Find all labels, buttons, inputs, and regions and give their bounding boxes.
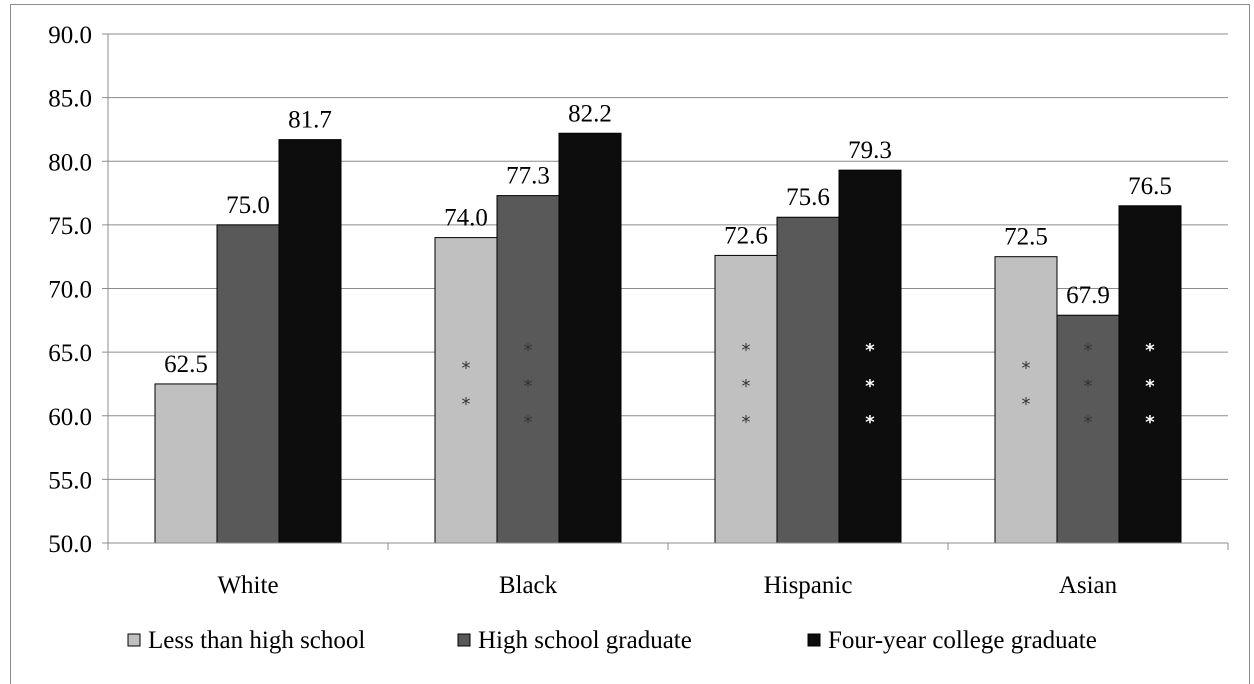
significance-star: * [1084, 412, 1093, 433]
y-tick-label: 65.0 [48, 340, 92, 367]
bar [1118, 205, 1182, 544]
significance-star: * [1084, 376, 1093, 397]
y-tick-label: 50.0 [48, 531, 92, 558]
y-tick-label: 70.0 [48, 277, 92, 304]
significance-stars: * * * * * * * * * * * * * * * * * * * [462, 340, 1156, 433]
significance-star: * [524, 340, 533, 361]
data-labels: 62.5 75.0 81.7 74.0 77.3 82.2 72.6 75.6 79.3 72.5… [164, 100, 1172, 378]
data-label: 76.5 [1128, 173, 1172, 200]
legend-swatch [457, 633, 471, 647]
significance-star: * [742, 340, 751, 361]
significance-star: * [1145, 340, 1155, 361]
significance-star: * [865, 340, 875, 361]
bar [558, 132, 622, 544]
x-category-label: Asian [1059, 572, 1118, 599]
significance-star: * [1145, 376, 1155, 397]
significance-star: * [1084, 340, 1093, 361]
legend-swatch [807, 633, 821, 647]
significance-star: * [462, 358, 471, 379]
data-label: 79.3 [848, 137, 892, 164]
y-tick-label: 80.0 [48, 149, 92, 176]
legend: Less than high school High school graduat… [127, 627, 1097, 654]
y-tick-label: 85.0 [48, 86, 92, 113]
legend-label: Four-year college graduate [828, 627, 1097, 654]
bar [216, 224, 280, 544]
y-tick-label: 90.0 [48, 22, 92, 49]
y-tick-label: 75.0 [48, 213, 92, 240]
x-category-label: Black [499, 572, 558, 599]
bars [154, 132, 1182, 544]
significance-star: * [865, 412, 875, 433]
y-tick-label: 60.0 [48, 404, 92, 431]
bar [496, 195, 560, 544]
data-label: 62.5 [164, 351, 208, 378]
significance-star: * [1022, 358, 1031, 379]
legend-label: High school graduate [478, 627, 692, 654]
legend-swatch [127, 633, 141, 647]
x-category-label: White [217, 572, 278, 599]
bar [714, 254, 778, 544]
data-label: 82.2 [568, 100, 612, 127]
y-tick-label: 55.0 [48, 467, 92, 494]
bar [776, 216, 840, 544]
data-label: 67.9 [1066, 282, 1110, 309]
significance-star: * [1022, 394, 1031, 415]
data-label: 81.7 [288, 107, 332, 134]
significance-star: * [865, 376, 875, 397]
data-label: 75.0 [226, 192, 270, 219]
significance-star: * [1145, 412, 1155, 433]
bar [434, 237, 498, 544]
bar [838, 169, 902, 544]
data-label: 75.6 [786, 184, 830, 211]
significance-star: * [742, 376, 751, 397]
significance-star: * [742, 412, 751, 433]
significance-star: * [524, 412, 533, 433]
axes: 50.0 55.0 60.0 65.0 70.0 75.0 80.0 85.0 90.0 Whit… [48, 22, 1229, 599]
legend-label: Less than high school [148, 627, 365, 654]
chart-frame [10, 4, 1250, 684]
data-label: 74.0 [444, 205, 488, 232]
significance-star: * [524, 376, 533, 397]
bar [278, 139, 342, 544]
data-label: 72.5 [1004, 224, 1048, 251]
data-label: 77.3 [506, 163, 550, 190]
bar [154, 383, 218, 544]
x-category-label: Hispanic [764, 572, 853, 599]
data-label: 72.6 [724, 222, 768, 249]
significance-star: * [462, 394, 471, 415]
